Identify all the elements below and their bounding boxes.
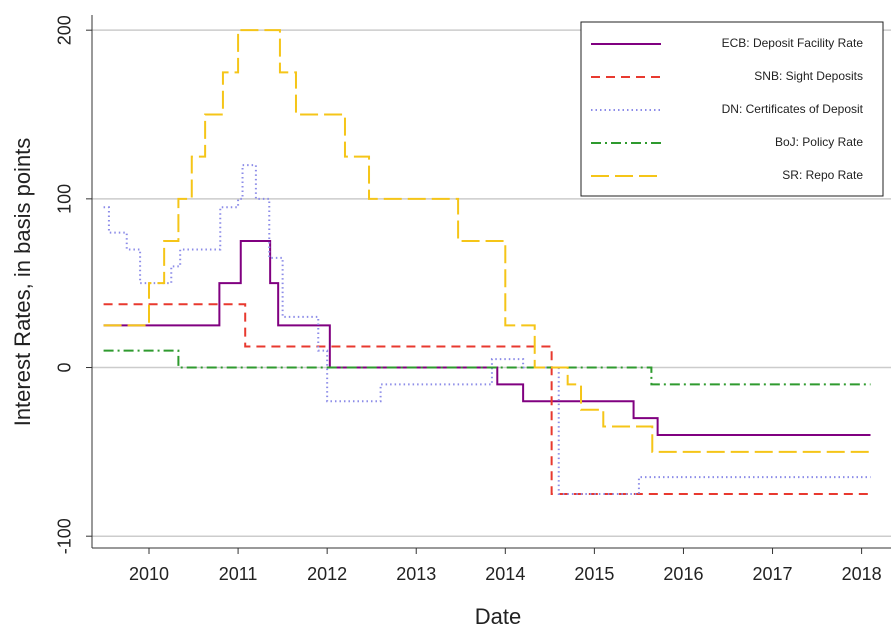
- legend-label: SNB: Sight Deposits: [754, 69, 863, 83]
- x-tick-label: 2015: [574, 564, 614, 584]
- step-line: [103, 240, 871, 436]
- x-tick-label: 2016: [663, 564, 703, 584]
- x-tick-label: 2018: [842, 564, 882, 584]
- x-tick-label: 2010: [129, 564, 169, 584]
- step-line: [103, 164, 871, 496]
- y-tick-label: 200: [55, 15, 75, 45]
- legend-label: DN: Certificates of Deposit: [722, 102, 864, 116]
- y-tick-label: 100: [55, 184, 75, 214]
- x-tick-label: 2011: [219, 564, 258, 584]
- legend-label: SR: Repo Rate: [782, 168, 863, 182]
- x-tick-label: 2017: [753, 564, 793, 584]
- x-tick-label: 2013: [396, 564, 436, 584]
- y-axis-label: Interest Rates, in basis points: [10, 138, 35, 427]
- legend: ECB: Deposit Facility Rate SNB: Sight Dep…: [580, 21, 884, 197]
- x-tick-label: 2014: [485, 564, 525, 584]
- x-tick-label: 2012: [307, 564, 347, 584]
- step-line: [103, 303, 871, 496]
- legend-label: ECB: Deposit Facility Rate: [722, 36, 864, 50]
- legend-box: [580, 21, 884, 197]
- step-line: [103, 29, 871, 453]
- y-tick-label: -100: [55, 518, 75, 554]
- x-axis-label: Date: [475, 604, 521, 629]
- legend-label: BoJ: Policy Rate: [775, 135, 863, 149]
- y-tick-label: 0: [55, 363, 75, 373]
- step-line: [103, 349, 871, 386]
